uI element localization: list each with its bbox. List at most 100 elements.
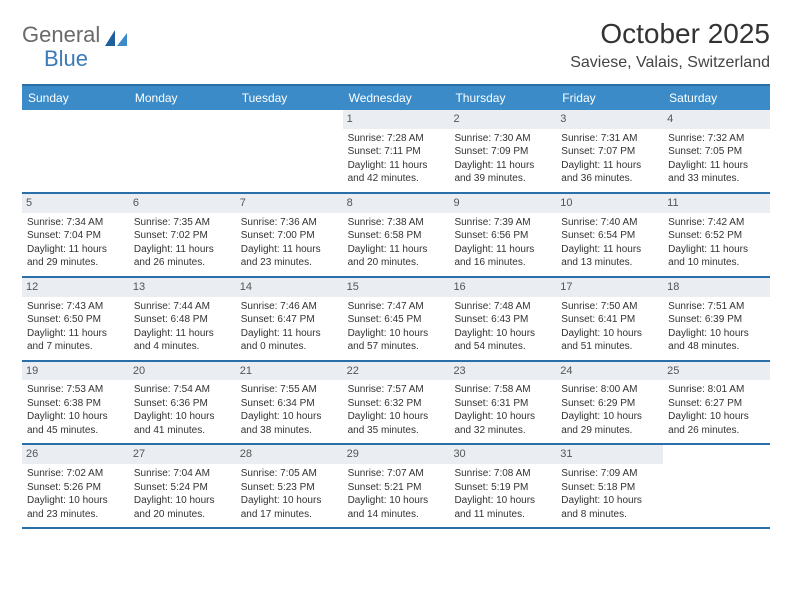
week-row: 12 Sunrise: 7:43 AMSunset: 6:50 PM Dayligh… — [22, 278, 770, 362]
sunset-text: Sunset: 6:50 PM — [27, 313, 124, 327]
weekday-tue: Tuesday — [236, 86, 343, 110]
weekday-sun: Sunday — [22, 86, 129, 110]
day-cell: 25Sunrise: 8:01 AMSunset: 6:27 PMDayligh… — [663, 362, 770, 444]
sunrise-text: Sunrise: 7:54 AM — [134, 383, 231, 397]
sunset-text: Sunset: 7:05 PM — [668, 145, 765, 159]
day-cell: 20Sunrise: 7:54 AMSunset: 6:36 PMDayligh… — [129, 362, 236, 444]
sunset-text: Sunset: 6:31 PM — [454, 397, 551, 411]
day-number: 9 — [449, 194, 556, 213]
daylight-text: Daylight: 10 hours and 51 minutes. — [561, 327, 658, 354]
sunset-text: Sunset: 5:21 PM — [348, 481, 445, 495]
weekday-thu: Thursday — [449, 86, 556, 110]
day-cell: 9Sunrise: 7:39 AMSunset: 6:56 PMDaylight… — [449, 194, 556, 276]
sunrise-text: Sunrise: 7:07 AM — [348, 467, 445, 481]
daylight-text: Daylight: 11 hours and 29 minutes. — [27, 243, 124, 270]
logo-text-blue: Blue — [44, 46, 88, 72]
sunrise-text: Sunrise: 7:48 AM — [454, 300, 551, 314]
daylight-text: Daylight: 11 hours and 23 minutes. — [241, 243, 338, 270]
daylight-text: Daylight: 10 hours and 38 minutes. — [241, 410, 338, 437]
sunrise-text: Sunrise: 7:42 AM — [668, 216, 765, 230]
sunset-text: Sunset: 7:02 PM — [134, 229, 231, 243]
weekday-wed: Wednesday — [343, 86, 450, 110]
sunrise-text: Sunrise: 7:53 AM — [27, 383, 124, 397]
sunrise-text: Sunrise: 7:43 AM — [27, 300, 124, 314]
sunset-text: Sunset: 6:43 PM — [454, 313, 551, 327]
sunset-text: Sunset: 7:04 PM — [27, 229, 124, 243]
day-number: 28 — [236, 445, 343, 464]
week-row: 26Sunrise: 7:02 AMSunset: 5:26 PMDayligh… — [22, 445, 770, 529]
day-cell: 26Sunrise: 7:02 AMSunset: 5:26 PMDayligh… — [22, 445, 129, 527]
sunset-text: Sunset: 6:47 PM — [241, 313, 338, 327]
logo: GeneralBlue — [22, 22, 127, 72]
weekday-header: Sunday Monday Tuesday Wednesday Thursday… — [22, 86, 770, 110]
sunset-text: Sunset: 6:38 PM — [27, 397, 124, 411]
sunset-text: Sunset: 7:11 PM — [348, 145, 445, 159]
sunset-text: Sunset: 6:54 PM — [561, 229, 658, 243]
sunset-text: Sunset: 6:39 PM — [668, 313, 765, 327]
sunrise-text: Sunrise: 8:01 AM — [668, 383, 765, 397]
sunrise-text: Sunrise: 7:08 AM — [454, 467, 551, 481]
weekday-fri: Friday — [556, 86, 663, 110]
sunrise-text: Sunrise: 7:09 AM — [561, 467, 658, 481]
day-number: 14 — [236, 278, 343, 297]
daylight-text: Daylight: 10 hours and 29 minutes. — [561, 410, 658, 437]
day-number: 12 — [22, 278, 129, 297]
sunset-text: Sunset: 5:18 PM — [561, 481, 658, 495]
daylight-text: Daylight: 11 hours and 13 minutes. — [561, 243, 658, 270]
daylight-text: Daylight: 11 hours and 4 minutes. — [134, 327, 231, 354]
daylight-text: Daylight: 11 hours and 33 minutes. — [668, 159, 765, 186]
sunset-text: Sunset: 7:09 PM — [454, 145, 551, 159]
day-number: 2 — [449, 110, 556, 129]
day-number: 19 — [22, 362, 129, 381]
daylight-text: Daylight: 10 hours and 23 minutes. — [27, 494, 124, 521]
sunrise-text: Sunrise: 7:34 AM — [27, 216, 124, 230]
daylight-text: Daylight: 11 hours and 20 minutes. — [348, 243, 445, 270]
day-number: 23 — [449, 362, 556, 381]
day-number: 29 — [343, 445, 450, 464]
day-cell: 16 Sunrise: 7:48 AMSunset: 6:43 PMDayligh… — [449, 278, 556, 360]
day-cell: 30Sunrise: 7:08 AMSunset: 5:19 PMDayligh… — [449, 445, 556, 527]
sunrise-text: Sunrise: 8:00 AM — [561, 383, 658, 397]
daylight-text: Daylight: 10 hours and 35 minutes. — [348, 410, 445, 437]
day-cell: 19Sunrise: 7:53 AMSunset: 6:38 PMDayligh… — [22, 362, 129, 444]
day-number: 8 — [343, 194, 450, 213]
day-cell — [663, 445, 770, 527]
sunset-text: Sunset: 5:24 PM — [134, 481, 231, 495]
day-cell: 1Sunrise: 7:28 AMSunset: 7:11 PMDaylight… — [343, 110, 450, 192]
day-cell: 12Sunrise: 7:43 AMSunset: 6:50 PMDayligh… — [22, 278, 129, 360]
sunrise-text: Sunrise: 7:28 AM — [348, 132, 445, 146]
daylight-text: Daylight: 11 hours and 39 minutes. — [454, 159, 551, 186]
day-number: 18 — [663, 278, 770, 297]
logo-text-general: General — [22, 22, 100, 48]
sunrise-text: Sunrise: 7:05 AM — [241, 467, 338, 481]
day-number: 20 — [129, 362, 236, 381]
weekday-mon: Monday — [129, 86, 236, 110]
day-cell: 17Sunrise: 7:50 AMSunset: 6:41 PMDayligh… — [556, 278, 663, 360]
sunset-text: Sunset: 6:52 PM — [668, 229, 765, 243]
daylight-text: Daylight: 10 hours and 26 minutes. — [668, 410, 765, 437]
daylight-text: Daylight: 11 hours and 10 minutes. — [668, 243, 765, 270]
day-cell: 5Sunrise: 7:34 AMSunset: 7:04 PMDaylight… — [22, 194, 129, 276]
day-number: 30 — [449, 445, 556, 464]
sunset-text: Sunset: 6:56 PM — [454, 229, 551, 243]
day-number: 1 — [343, 110, 450, 129]
day-cell: 22Sunrise: 7:57 AMSunset: 6:32 PMDayligh… — [343, 362, 450, 444]
weeks-container: 1 Sunrise: 7:28 AMSunset: 7:11 PM Daylight… — [22, 110, 770, 529]
day-cell: 29Sunrise: 7:07 AMSunset: 5:21 PMDayligh… — [343, 445, 450, 527]
logo-sail-icon — [105, 30, 127, 48]
sunrise-text: Sunrise: 7:30 AM — [454, 132, 551, 146]
sunrise-text: Sunrise: 7:40 AM — [561, 216, 658, 230]
sunrise-text: Sunrise: 7:47 AM — [348, 300, 445, 314]
daylight-text: Daylight: 10 hours and 17 minutes. — [241, 494, 338, 521]
title-block: October 2025 Saviese, Valais, Switzerlan… — [570, 18, 770, 72]
day-cell: 2 Sunrise: 7:30 AMSunset: 7:09 PMDaylight… — [449, 110, 556, 192]
sunrise-text: Sunrise: 7:32 AM — [668, 132, 765, 146]
day-cell: 3Sunrise: 7:31 AMSunset: 7:07 PMDaylight… — [556, 110, 663, 192]
sunrise-text: Sunrise: 7:31 AM — [561, 132, 658, 146]
daylight-text: Daylight: 10 hours and 54 minutes. — [454, 327, 551, 354]
day-number: 10 — [556, 194, 663, 213]
week-row: 19 Sunrise: 7:53 AMSunset: 6:38 PM Dayligh… — [22, 362, 770, 446]
day-number: 16 — [449, 278, 556, 297]
sunset-text: Sunset: 6:45 PM — [348, 313, 445, 327]
sunrise-text: Sunrise: 7:02 AM — [27, 467, 124, 481]
